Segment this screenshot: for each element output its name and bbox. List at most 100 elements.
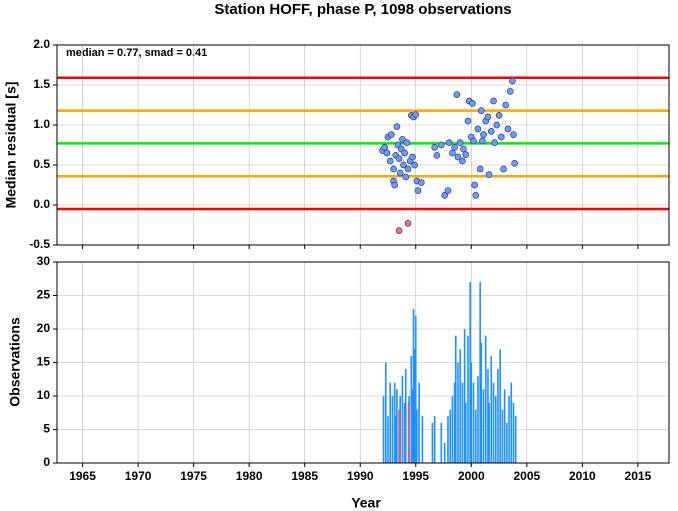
point: [506, 88, 514, 95]
bar: [418, 382, 420, 463]
bar: [412, 308, 415, 463]
annotation: median = 0.77, smad = 0.41: [66, 47, 207, 59]
point: [480, 131, 487, 138]
point: [479, 137, 486, 145]
plot-frame: [56, 44, 670, 246]
bar: [459, 349, 461, 463]
point: [510, 131, 517, 138]
point: [472, 192, 480, 199]
y-tick-label: 0.0: [33, 197, 50, 211]
bar: [453, 382, 456, 463]
y-tick-label: 0.5: [33, 157, 50, 171]
point: [417, 179, 425, 186]
point: [454, 153, 462, 161]
point: [445, 139, 453, 146]
bar: [501, 409, 504, 463]
bar: [389, 382, 392, 463]
x-tick-label: 1965: [69, 469, 96, 483]
bar: [482, 389, 485, 463]
y-tick-label: 10: [37, 388, 51, 402]
bar: [382, 396, 385, 463]
x-tick-label: 1975: [180, 469, 207, 483]
point: [449, 149, 456, 157]
point: [395, 227, 403, 234]
point: [395, 155, 403, 162]
x-tick-label: 2015: [625, 469, 652, 483]
point: [497, 133, 505, 141]
point: [490, 97, 497, 105]
y-tick-label: 1.0: [33, 117, 50, 131]
bar: [433, 416, 436, 463]
x-tick-label: 2010: [569, 469, 596, 483]
bar: [469, 282, 471, 463]
point: [470, 137, 477, 145]
point: [402, 173, 410, 181]
bar: [416, 409, 418, 463]
point: [403, 139, 411, 146]
point: [456, 139, 464, 146]
x-tick-label: 1995: [402, 469, 429, 483]
bar: [393, 382, 396, 463]
bar: [464, 402, 467, 463]
chart-title: Station HOFF, phase P, 1098 observations: [214, 1, 511, 18]
x-tick-label: 1980: [236, 469, 263, 483]
point: [469, 100, 476, 107]
point: [459, 157, 466, 165]
plot-frame: [56, 261, 670, 464]
x-tick-label: 1985: [291, 469, 318, 483]
bar: [421, 416, 424, 463]
bar: [447, 416, 449, 463]
bar: [479, 282, 481, 463]
point: [495, 112, 503, 119]
point: [386, 157, 394, 165]
point: [487, 128, 495, 135]
y-tick-label: 25: [37, 288, 51, 302]
point: [393, 123, 401, 130]
y-tick-label: 1.5: [33, 77, 50, 91]
point: [396, 169, 404, 177]
point: [412, 111, 420, 118]
bar: [449, 409, 451, 463]
y-tick-label: 0: [43, 455, 50, 469]
bar: [410, 355, 413, 463]
bar: [472, 382, 475, 463]
point: [476, 165, 484, 173]
point: [383, 149, 391, 157]
point: [451, 144, 458, 151]
point: [409, 153, 416, 161]
bar: [463, 329, 466, 463]
bar: [499, 349, 501, 463]
bar: [480, 342, 483, 463]
x-tick-label: 2005: [513, 469, 540, 483]
bar: [484, 335, 487, 463]
bar: [384, 362, 387, 463]
point: [474, 125, 482, 133]
point: [511, 160, 518, 167]
bar: [512, 402, 515, 463]
y-tick-label: -0.5: [29, 237, 50, 251]
bar: [401, 375, 404, 463]
bar: [413, 349, 416, 463]
bar: [514, 416, 517, 463]
bar: [492, 382, 495, 463]
bar: [394, 416, 397, 463]
point: [491, 139, 498, 146]
point: [464, 117, 472, 125]
bar: [451, 396, 454, 463]
y-tick-label: 30: [37, 254, 51, 268]
bar: [387, 416, 389, 463]
point: [399, 136, 406, 143]
bar: [404, 369, 407, 463]
point: [502, 101, 510, 109]
point: [441, 192, 448, 199]
point: [404, 165, 412, 173]
bar: [508, 396, 510, 463]
point: [500, 165, 507, 173]
bar: [403, 402, 406, 463]
bar: [457, 362, 459, 463]
point: [387, 131, 395, 138]
bar: [414, 315, 417, 463]
point: [411, 161, 418, 169]
x-tick-label: 1970: [125, 469, 152, 483]
